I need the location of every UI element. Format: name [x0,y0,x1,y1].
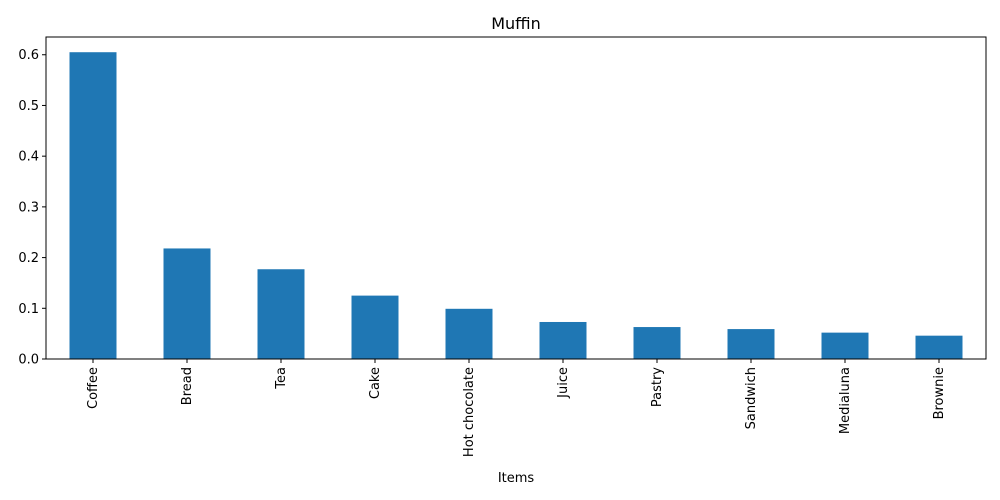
bar-bread [163,248,211,359]
bars-group [69,52,963,360]
bar-sandwich [727,329,775,359]
y-axis: 0.0 0.1 0.2 0.3 0.4 0.5 0.6 [18,48,46,368]
plot-frame [45,36,987,360]
bar-cake [351,295,399,359]
y-tick-label: 0.6 [18,48,39,63]
y-tick-label: 0.4 [18,150,39,165]
y-tick-label: 0.5 [18,99,39,114]
bar-pastry [633,327,681,359]
x-axis: Coffee Bread Tea Cake Hot chocolate Juice Past… [86,359,947,457]
chart-title: Muffin [491,14,541,33]
bar-tea [257,269,305,359]
x-tick-label: Sandwich [744,367,759,429]
bar-juice [539,321,587,359]
x-tick-label: Juice [556,367,571,399]
bar-medialuna [821,332,869,359]
x-tick-label: Pastry [650,367,665,407]
x-tick-label: Tea [274,367,289,390]
x-tick-label: Hot chocolate [462,367,477,457]
x-tick-label: Cake [368,367,383,399]
bar-brownie [915,335,963,359]
y-tick-label: 0.1 [18,302,39,317]
x-axis-label: Items [498,471,535,486]
y-tick-label: 0.0 [18,353,39,368]
y-tick-label: 0.2 [18,251,39,266]
x-tick-label: Brownie [932,367,947,419]
x-tick-label: Medialuna [838,367,853,434]
bar-hot-chocolate [445,308,493,359]
x-tick-label: Coffee [86,367,101,409]
x-tick-label: Bread [180,367,195,405]
y-tick-label: 0.3 [18,200,39,215]
bar-coffee [69,52,117,360]
